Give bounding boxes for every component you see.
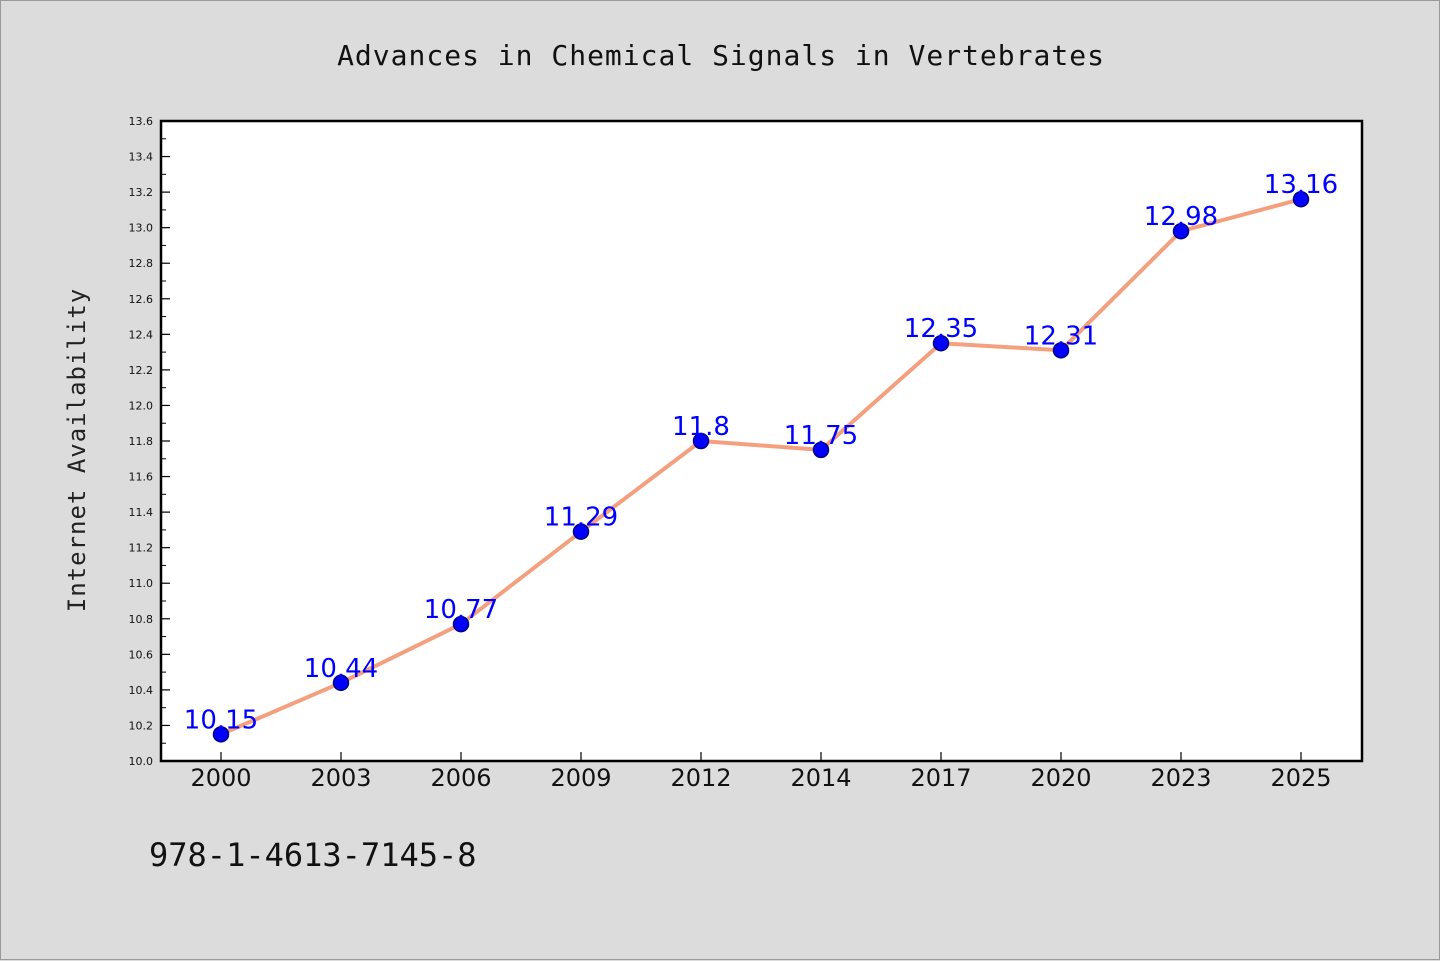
data-point (212, 726, 230, 743)
y-tick-label: 11.8 (129, 435, 154, 448)
data-label: 11.75 (784, 421, 858, 451)
y-tick-label: 10.8 (129, 613, 154, 626)
x-tick-label: 2006 (430, 764, 491, 792)
y-tick-label: 11.6 (129, 471, 154, 484)
data-point (1172, 222, 1190, 240)
y-tick-label: 10.4 (129, 684, 154, 697)
data-markers (212, 190, 1310, 743)
y-tick-label: 13.4 (129, 151, 154, 164)
y-tick-label: 13.0 (129, 222, 154, 235)
x-tick-label: 2012 (670, 764, 731, 792)
y-tick-label: 12.8 (129, 257, 154, 270)
y-tick-label: 11.0 (129, 577, 154, 590)
data-label: 13.16 (1264, 170, 1338, 200)
y-tick-label: 11.4 (129, 506, 154, 519)
y-tick-label: 10.0 (129, 755, 154, 768)
data-point (332, 674, 350, 692)
data-label: 10.77 (424, 595, 498, 625)
data-label: 12.35 (904, 314, 978, 344)
y-tick-label: 12.4 (129, 328, 154, 341)
chart-title: Advances in Chemical Signals in Vertebra… (337, 39, 1105, 72)
y-tick-label: 11.2 (129, 542, 154, 555)
data-point (812, 441, 830, 459)
data-point (1052, 342, 1070, 359)
data-label: 10.44 (304, 654, 378, 684)
x-tick-label: 2017 (910, 764, 971, 792)
data-label: 10.15 (184, 705, 258, 735)
x-axis-ticks: 2000 2003 2006 2009 2012 2014 2017 2020 2023 2025 (190, 752, 1332, 792)
data-label: 11.8 (672, 412, 730, 442)
data-point (572, 523, 590, 540)
y-axis-label: Internet Availability (63, 288, 91, 612)
plot-area (159, 119, 1364, 763)
data-labels: 10.15 10.44 10.77 11.29 11.8 11.75 12.35 12.31 1… (184, 170, 1338, 735)
data-label: 11.29 (544, 503, 618, 533)
data-point (692, 432, 710, 450)
x-tick-label: 2000 (190, 764, 251, 792)
data-label: 12.98 (1144, 202, 1218, 232)
y-tick-label: 13.6 (129, 115, 154, 128)
x-tick-label: 2025 (1270, 764, 1331, 792)
y-axis-ticks: 10.0 10.2 10.4 10.6 10.8 11.0 11.2 11.4 11.6 11.8… (129, 115, 170, 768)
data-label: 12.31 (1024, 321, 1098, 351)
x-tick-label: 2014 (790, 764, 851, 792)
y-tick-label: 10.6 (129, 648, 154, 661)
x-tick-label: 2020 (1030, 764, 1091, 792)
isbn-text: 978-1-4613-7145-8 (149, 836, 477, 874)
y-tick-label: 12.6 (129, 293, 154, 306)
data-point (1292, 190, 1310, 208)
y-tick-label: 10.2 (129, 719, 154, 732)
y-tick-label: 13.2 (129, 186, 154, 199)
data-point (452, 615, 470, 633)
y-tick-label: 12.2 (129, 364, 154, 377)
x-tick-label: 2003 (310, 764, 371, 792)
x-tick-label: 2023 (1150, 764, 1211, 792)
series-line (220, 197, 1302, 737)
y-tick-label: 12.0 (129, 399, 154, 412)
x-tick-label: 2009 (550, 764, 611, 792)
data-point (932, 334, 950, 352)
